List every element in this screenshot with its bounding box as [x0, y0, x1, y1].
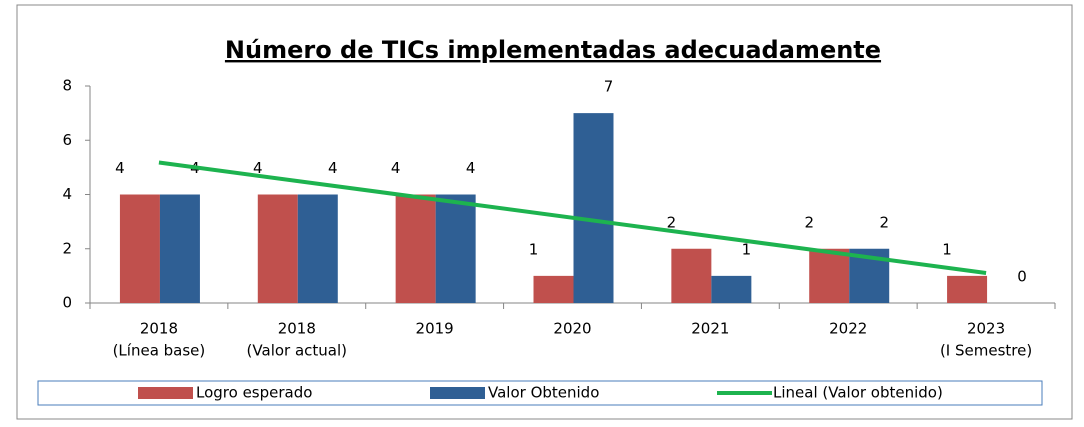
bar — [119, 194, 160, 303]
data-label: 4 — [391, 159, 401, 177]
data-label: 1 — [742, 240, 752, 258]
y-tick-label: 0 — [62, 294, 72, 312]
bar — [435, 194, 476, 303]
data-label: 0 — [1017, 268, 1027, 286]
y-tick-label: 8 — [62, 77, 72, 95]
data-label: 2 — [804, 213, 814, 231]
x-tick-label: 2021 — [691, 320, 729, 338]
chart-title: Número de TICs implementadas adecuadamen… — [225, 36, 881, 64]
bar — [159, 194, 200, 303]
data-label: 4 — [115, 159, 125, 177]
legend — [37, 380, 1043, 406]
x-tick-label: (I Semestre) — [940, 342, 1032, 360]
legend-swatch — [430, 387, 485, 399]
x-tick-label: 2023 — [967, 320, 1005, 338]
x-tick-label: (Valor actual) — [247, 342, 347, 360]
legend-label: Valor Obtenido — [488, 384, 599, 402]
x-tick-label: 2018 — [140, 320, 178, 338]
data-label: 2 — [667, 213, 677, 231]
bar — [395, 194, 436, 303]
y-tick-label: 6 — [62, 131, 72, 149]
data-label: 4 — [253, 159, 263, 177]
x-tick-label: 2018 — [278, 320, 316, 338]
bar — [257, 194, 298, 303]
x-tick-label: (Línea base) — [113, 342, 206, 360]
data-label: 7 — [604, 78, 614, 96]
y-tick-label: 2 — [62, 239, 72, 257]
legend-label: Logro esperado — [196, 384, 312, 402]
data-label: 1 — [529, 240, 539, 258]
bar — [573, 113, 614, 303]
data-label: 2 — [879, 213, 889, 231]
data-label: 4 — [466, 159, 476, 177]
bar — [809, 248, 850, 303]
legend-label: Lineal (Valor obtenido) — [773, 384, 943, 402]
x-tick-label: 2019 — [416, 320, 454, 338]
bar — [671, 248, 712, 303]
bar — [711, 275, 752, 303]
data-label: 1 — [942, 240, 952, 258]
y-tick-label: 4 — [62, 185, 72, 203]
bar — [297, 194, 338, 303]
legend-swatch — [138, 387, 193, 399]
bar — [947, 275, 988, 303]
x-tick-label: 2022 — [829, 320, 867, 338]
data-label: 4 — [328, 159, 338, 177]
x-tick-label: 2020 — [553, 320, 591, 338]
bar — [533, 275, 574, 303]
trendline — [158, 160, 987, 275]
